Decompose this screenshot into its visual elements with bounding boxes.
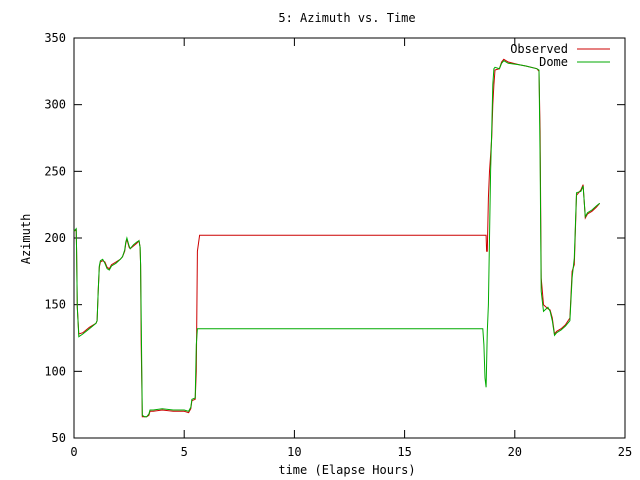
x-tick-label: 10 (287, 445, 301, 459)
plot-area (73, 37, 626, 439)
y-tick-label: 50 (52, 431, 66, 445)
x-tick-label: 0 (70, 445, 77, 459)
series-line-dome (73, 60, 601, 418)
y-tick-label: 150 (44, 298, 66, 312)
y-tick-label: 350 (44, 31, 66, 45)
series-line-observed (73, 58, 601, 418)
chart-title: 5: Azimuth vs. Time (278, 11, 415, 25)
x-axis-label: time (Elapse Hours) (278, 463, 415, 477)
x-tick-label: 20 (508, 445, 522, 459)
series-group (73, 58, 601, 418)
y-tick-label: 300 (44, 98, 66, 112)
y-tick-label: 200 (44, 231, 66, 245)
legend-label-dome: Dome (539, 55, 568, 69)
x-tick-label: 5 (181, 445, 188, 459)
legend-label-observed: Observed (510, 42, 568, 56)
x-axis: 0 5 10 15 20 25 (70, 38, 632, 459)
y-axis: 50 100 150 200 250 300 350 (44, 31, 625, 445)
x-tick-label: 15 (397, 445, 411, 459)
y-axis-label: Azimuth (19, 214, 33, 265)
y-tick-label: 250 (44, 164, 66, 178)
plot-frame (73, 37, 626, 439)
x-tick-label: 25 (618, 445, 632, 459)
y-tick-label: 100 (44, 364, 66, 378)
